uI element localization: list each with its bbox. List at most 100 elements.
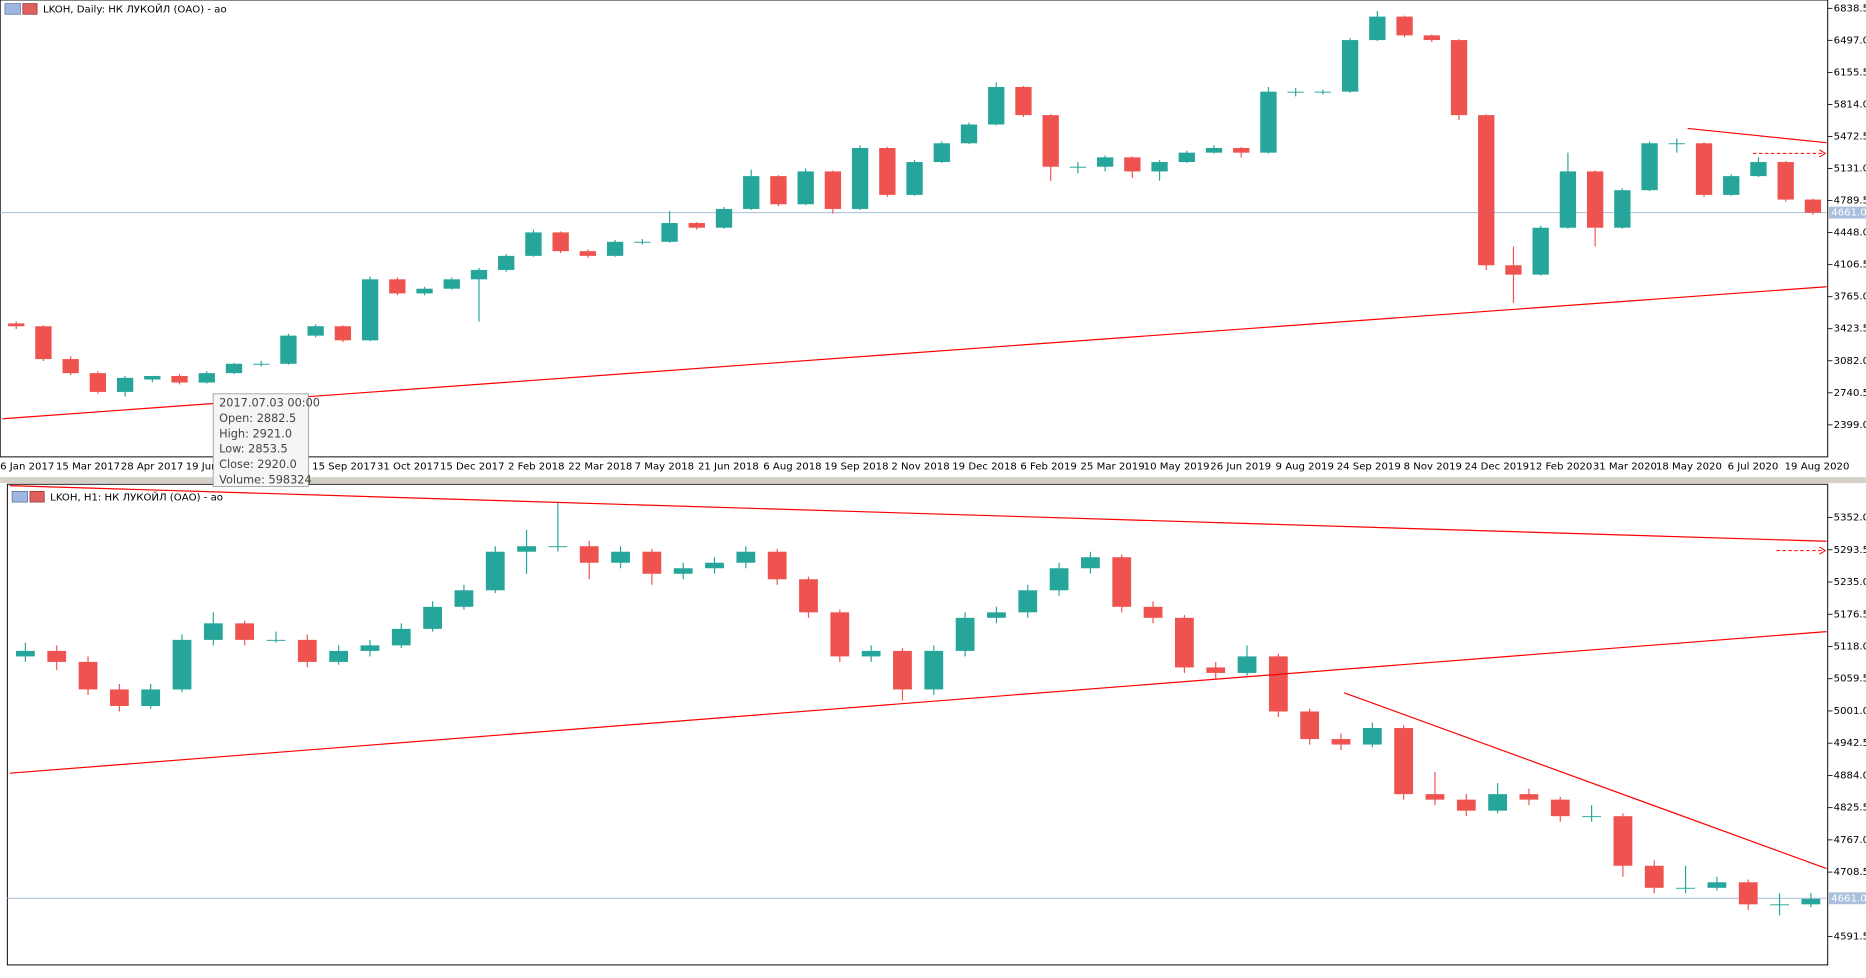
candle-body — [1425, 794, 1445, 800]
x-tick-label: 24 Sep 2019 — [1337, 461, 1401, 472]
candle-body — [1505, 265, 1522, 275]
x-tick-label: 8 Nov 2019 — [1404, 461, 1462, 472]
candle-body — [517, 546, 536, 552]
candle-body — [1268, 656, 1288, 712]
candle-body — [1018, 590, 1038, 613]
y-tick-label: 6155.5 — [1834, 67, 1866, 78]
x-tick-label: 28 Apr 2017 — [121, 461, 184, 472]
candle-body — [1151, 162, 1168, 172]
candle-body — [1804, 199, 1822, 213]
candle-body — [960, 124, 978, 144]
price-label: 4661.0 — [1831, 893, 1866, 904]
y-tick-label: 5001.0 — [1834, 706, 1866, 717]
x-tick-label: 19 Dec 2018 — [952, 461, 1017, 472]
candle-body — [266, 639, 286, 641]
candle-body — [498, 255, 515, 270]
candle-body — [329, 650, 349, 662]
candle-body — [1695, 143, 1713, 195]
y-tick-label: 4767.0 — [1834, 835, 1866, 846]
candle-body — [987, 612, 1006, 618]
trendline[interactable] — [1343, 692, 1827, 870]
trendline[interactable] — [1687, 127, 1827, 144]
x-tick-label: 15 Mar 2017 — [56, 461, 120, 472]
candle-body — [1801, 898, 1821, 905]
y-tick-label: 5235.0 — [1834, 577, 1866, 588]
candle-body — [1206, 667, 1226, 673]
price-label-bg — [1828, 206, 1866, 219]
candle-body — [389, 279, 406, 294]
candle-body — [35, 326, 52, 360]
x-tick-label: 24 Dec 2019 — [1465, 461, 1530, 472]
candle-body — [470, 269, 488, 280]
candle-body — [1300, 711, 1320, 740]
candle-body — [1423, 35, 1440, 41]
y-tick-label: 4106.5 — [1834, 260, 1866, 271]
candle-body — [642, 551, 662, 574]
candle-body — [1287, 91, 1304, 93]
candle-body — [1112, 557, 1132, 607]
trendline[interactable] — [9, 485, 1827, 542]
candle-body — [1750, 162, 1767, 177]
candle-body — [1081, 557, 1100, 569]
y-tick-label: 4448.0 — [1834, 228, 1866, 239]
candle-body — [705, 562, 724, 569]
candle-body — [116, 377, 134, 392]
candle-body — [688, 223, 705, 228]
candle-body — [485, 551, 505, 591]
candle-body — [606, 241, 624, 256]
x-tick-label: 9 Aug 2019 — [1276, 461, 1334, 472]
alert-arrow — [1819, 546, 1827, 555]
tooltip: 2017.07.03 00:00 Open: 2882.5 High: 2921… — [212, 393, 320, 488]
candle-body — [1049, 568, 1069, 591]
tooltip-line: Close: 2920.0 — [219, 458, 297, 471]
x-tick-label: 12 Feb 2020 — [1529, 461, 1592, 472]
x-tick-label: 26 Jun 2019 — [1210, 461, 1271, 472]
candle-body — [1178, 152, 1195, 163]
candle-body — [109, 689, 129, 706]
candle-body — [416, 288, 433, 294]
candle-body — [1707, 882, 1727, 888]
trendline[interactable] — [9, 631, 1827, 774]
candle-body — [1550, 799, 1570, 817]
candle-body — [144, 375, 161, 380]
x-tick-label: 26 Jan 2017 — [0, 461, 54, 472]
candle-body — [1341, 40, 1359, 92]
candle-body — [861, 650, 881, 657]
x-tick-label: 2 Nov 2018 — [891, 461, 949, 472]
candle-body — [1015, 86, 1032, 116]
y-tick-label: 5472.5 — [1834, 131, 1866, 142]
candle-body — [1362, 728, 1382, 745]
y-tick-label: 4708.5 — [1834, 867, 1866, 878]
candle-body — [454, 590, 474, 607]
candle-body — [1174, 617, 1194, 668]
candle-body — [1641, 143, 1658, 191]
candle-body — [172, 639, 192, 690]
candle-body — [736, 551, 756, 563]
top-plot — [0, 10, 1827, 420]
y-tick-label: 4591.5 — [1834, 932, 1866, 943]
price-label-bg — [1828, 892, 1866, 905]
candle-body — [1396, 16, 1413, 36]
splitter[interactable] — [0, 477, 1866, 484]
x-tick-label: 18 May 2020 — [1656, 461, 1722, 472]
bottom-plot — [7, 485, 1827, 916]
candle-body — [198, 373, 215, 383]
tooltip-line: Volume: 598324 — [219, 474, 312, 487]
candle-body — [552, 232, 569, 252]
x-tick-label: 31 Mar 2020 — [1593, 461, 1657, 472]
candle-body — [1237, 656, 1257, 673]
candle-body — [47, 650, 67, 662]
y-tick-label: 5814.0 — [1834, 99, 1866, 110]
candle-body — [1668, 143, 1685, 145]
candle-body — [906, 162, 923, 195]
candle-body — [1369, 16, 1386, 41]
candle-body — [1456, 799, 1476, 811]
candle-body — [851, 147, 869, 209]
candle-body — [203, 623, 223, 640]
candle-body — [1559, 171, 1577, 228]
candle-body — [1644, 865, 1664, 888]
candle-body — [830, 612, 850, 657]
candle-body — [225, 363, 243, 374]
x-tick-label: 2 Feb 2018 — [508, 461, 565, 472]
axes: 6838.5 6497.0 6155.5 5814.0 5472.5 5131.0 4789… — [0, 3, 1866, 942]
